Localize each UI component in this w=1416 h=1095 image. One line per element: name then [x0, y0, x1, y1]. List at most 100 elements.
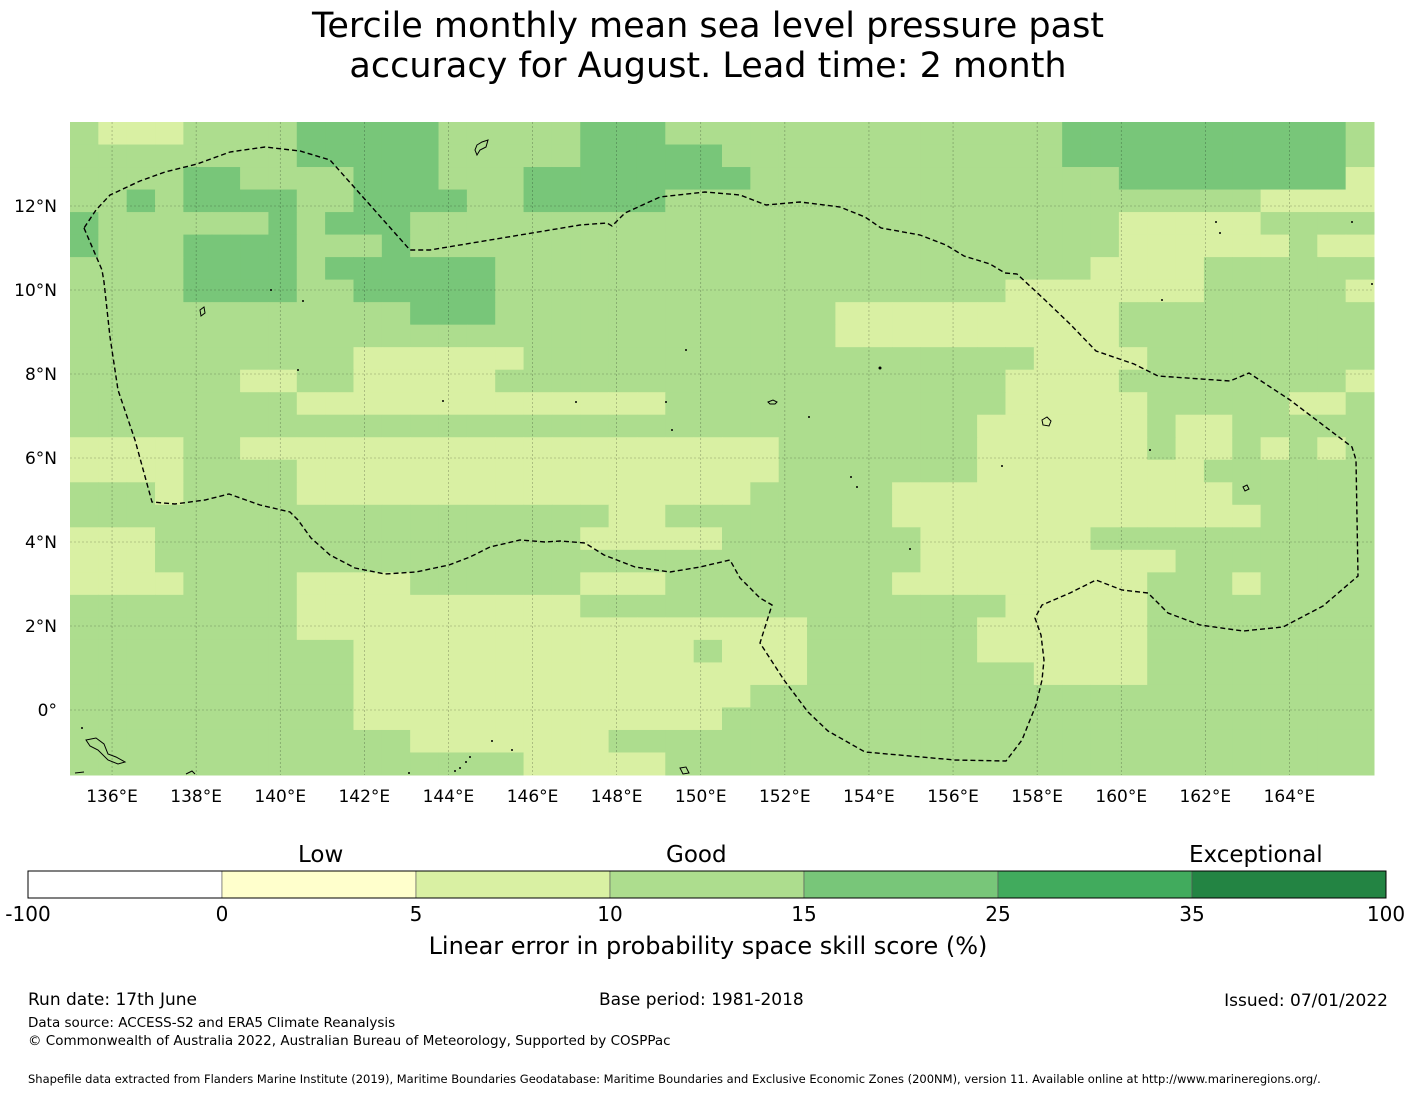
island-dot	[850, 476, 852, 478]
skill-cell	[1033, 707, 1063, 731]
skill-cell	[1345, 729, 1375, 753]
skill-cell	[1175, 729, 1205, 753]
skill-cell	[1232, 527, 1262, 551]
skill-cell	[750, 459, 780, 483]
skill-cell	[722, 617, 751, 641]
skill-cell	[636, 279, 666, 303]
skill-cell	[1175, 662, 1205, 686]
skill-cell	[495, 549, 525, 573]
skill-cell	[1345, 617, 1375, 641]
skill-cell	[98, 684, 128, 708]
skill-cell	[778, 549, 808, 573]
skill-cell	[98, 302, 128, 326]
skill-cell	[466, 684, 496, 708]
skill-cell	[665, 437, 695, 461]
skill-cell	[268, 392, 298, 416]
skill-cell	[580, 752, 610, 776]
skill-cell	[98, 527, 128, 551]
skill-cell	[1118, 752, 1148, 776]
skill-cell	[1118, 707, 1148, 731]
skill-cell	[1288, 414, 1318, 438]
skill-cell	[807, 234, 836, 258]
skill-cell	[750, 257, 780, 281]
skill-cell	[948, 572, 978, 596]
skill-cell	[1317, 617, 1347, 641]
skill-cell	[495, 729, 525, 753]
skill-cell	[1147, 549, 1177, 573]
island-dot	[1219, 232, 1221, 234]
skill-cell	[1090, 392, 1120, 416]
skill-cell	[1288, 684, 1318, 708]
longitude-tick-label: 144°E	[423, 787, 475, 807]
skill-cell	[722, 392, 751, 416]
skill-cell	[296, 234, 326, 258]
skill-cell	[636, 459, 666, 483]
skill-cell	[665, 212, 695, 236]
skill-cell	[636, 324, 666, 348]
skill-cell	[1203, 437, 1233, 461]
skill-cell	[466, 639, 496, 663]
skill-cell	[381, 392, 411, 416]
skill-cell	[1005, 324, 1035, 348]
skill-cell	[381, 122, 411, 146]
longitude-tick-label: 150°E	[675, 787, 727, 807]
skill-cell	[495, 279, 525, 303]
skill-cell	[353, 527, 383, 551]
skill-cell	[381, 302, 411, 326]
skill-cell	[495, 369, 525, 393]
skill-cell	[892, 234, 921, 258]
skill-cell	[296, 167, 326, 191]
skill-cell	[977, 617, 1006, 641]
longitude-tick-label: 136°E	[86, 787, 138, 807]
skill-cell	[98, 189, 128, 213]
skill-cell	[495, 257, 525, 281]
skill-cell	[296, 144, 326, 168]
skill-cell	[1118, 234, 1148, 258]
skill-cell	[98, 594, 128, 618]
skill-cell	[750, 684, 780, 708]
skill-cell	[807, 324, 836, 348]
skill-cell	[1005, 144, 1035, 168]
skill-cell	[183, 459, 213, 483]
shapefile-credit: Shapefile data extracted from Flanders M…	[28, 1072, 1321, 1086]
skill-cell	[466, 707, 496, 731]
skill-cell	[126, 122, 156, 146]
skill-cell	[240, 459, 269, 483]
skill-cell	[155, 144, 184, 168]
skill-cell	[296, 662, 326, 686]
skill-cell	[892, 639, 921, 663]
skill-cell	[1345, 347, 1375, 371]
skill-cell	[1203, 729, 1233, 753]
skill-cell	[892, 549, 921, 573]
skill-cell	[296, 684, 326, 708]
skill-cell	[353, 639, 383, 663]
skill-cell	[1062, 707, 1092, 731]
skill-cell	[1175, 527, 1205, 551]
skill-cell	[1118, 189, 1148, 213]
skill-cell	[580, 369, 610, 393]
skill-cell	[1288, 122, 1318, 146]
skill-cell	[353, 212, 383, 236]
skill-cell	[636, 594, 666, 618]
skill-cell	[892, 392, 921, 416]
skill-cell	[240, 617, 269, 641]
skill-cell	[1203, 459, 1233, 483]
skill-cell	[126, 482, 156, 506]
skill-grid-cells	[70, 122, 1375, 776]
skill-cell	[551, 662, 581, 686]
skill-cell	[211, 212, 241, 236]
skill-cell	[1147, 324, 1177, 348]
skill-cell	[325, 212, 354, 236]
skill-cell	[551, 122, 581, 146]
skill-cell	[977, 347, 1006, 371]
skill-cell	[778, 504, 808, 528]
skill-cell	[1005, 639, 1035, 663]
island-coastline	[199, 306, 206, 317]
skill-cell	[1033, 324, 1063, 348]
skill-cell	[835, 639, 865, 663]
skill-cell	[240, 594, 269, 618]
skill-cell	[126, 504, 156, 528]
skill-cell	[126, 392, 156, 416]
skill-cell	[580, 482, 610, 506]
skill-cell	[211, 752, 241, 776]
